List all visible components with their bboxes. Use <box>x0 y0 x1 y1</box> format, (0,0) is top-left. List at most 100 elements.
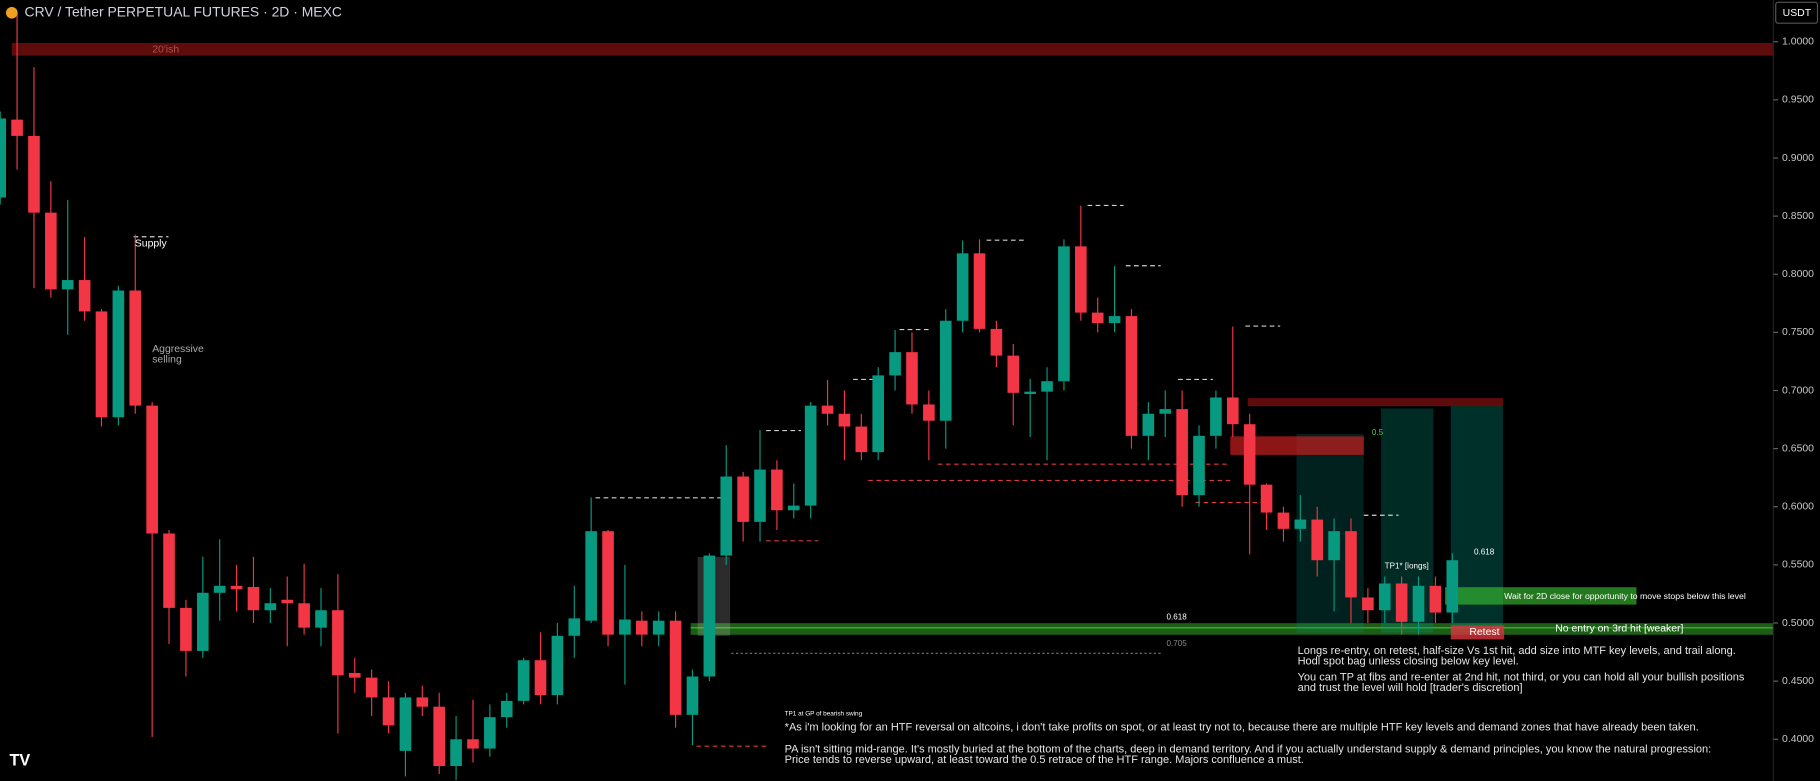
candle-body <box>534 660 547 696</box>
candle-body <box>585 531 597 621</box>
candle-body <box>348 672 361 678</box>
y-tick-label: 0.6000 <box>1782 502 1814 513</box>
currency-button[interactable] <box>1775 1 1819 24</box>
candle-body <box>720 476 733 556</box>
candle-body <box>686 676 699 715</box>
candle-body <box>787 505 800 511</box>
fib-label: 0.618 <box>1474 548 1495 557</box>
candle-body <box>28 135 40 213</box>
candle-body <box>703 555 716 677</box>
candle-body <box>872 375 885 453</box>
candle-body <box>315 610 327 628</box>
chart-title: CRV / Tether PERPETUAL FUTURES · 2D · ME… <box>25 3 342 19</box>
candle-body <box>1378 583 1391 611</box>
resistance-zone <box>1230 436 1364 455</box>
candle-body <box>45 212 57 290</box>
candle-body <box>1142 413 1155 436</box>
candle-body <box>484 717 496 749</box>
y-tick-label: 0.8000 <box>1782 269 1814 280</box>
candle-body <box>1058 246 1070 382</box>
candle-body <box>230 585 243 590</box>
y-tick-label: 0.7000 <box>1782 385 1814 396</box>
y-tick-label: 0.5500 <box>1782 560 1814 571</box>
y-tick-label: 0.6500 <box>1782 443 1814 454</box>
annotation: selling <box>152 355 182 366</box>
annotation: Supply <box>135 238 168 249</box>
candle-body <box>1176 409 1188 496</box>
candle-body <box>939 320 952 421</box>
y-tick-label: 0.9000 <box>1782 153 1814 164</box>
y-tick-label: 0.9500 <box>1782 95 1814 106</box>
candles <box>0 11 1459 780</box>
stop-zone <box>1444 587 1637 605</box>
y-tick-label: 0.4000 <box>1782 734 1814 745</box>
resistance-zone <box>1247 398 1504 407</box>
retest-box <box>1450 625 1505 640</box>
candle-body <box>1226 397 1239 425</box>
candle-body <box>382 697 395 726</box>
annotation: 20'ish <box>152 45 179 56</box>
candle-body <box>973 253 986 329</box>
candle-body <box>129 290 142 406</box>
candle-body <box>804 405 817 506</box>
candle-body <box>95 311 108 418</box>
candle-body <box>450 739 462 767</box>
candle-body <box>332 610 344 676</box>
candle-body <box>61 280 74 290</box>
candle-body <box>213 585 226 593</box>
candle-body <box>500 700 513 718</box>
candle-body <box>247 586 260 611</box>
candle-body <box>1260 484 1273 513</box>
annotation: TP1* [longs] <box>1385 561 1429 570</box>
candle-body <box>163 533 175 608</box>
candle-body <box>1362 597 1374 611</box>
candle-body <box>11 119 23 136</box>
candle-body <box>889 352 901 376</box>
candle-body <box>146 405 158 534</box>
candle-body <box>821 405 834 414</box>
candle-body <box>568 618 581 636</box>
candle-body <box>1294 519 1307 529</box>
candle-body <box>754 469 766 522</box>
candle-body <box>838 413 851 427</box>
candle-body <box>1193 435 1205 496</box>
note: TP1 at GP of bearish swing <box>785 710 863 717</box>
note: Hodl spot bag unless closing below key l… <box>1298 655 1519 667</box>
demand-zone <box>690 623 1774 635</box>
candle-body <box>0 118 6 198</box>
candle-body <box>1446 560 1459 613</box>
candle-body <box>669 620 682 715</box>
y-tick-label: 0.7500 <box>1782 327 1814 338</box>
candle-body <box>1243 424 1256 485</box>
candle-body <box>1277 512 1290 529</box>
candle-body <box>1125 316 1138 436</box>
candle-body <box>467 739 479 749</box>
candle-body <box>652 620 665 635</box>
note: Price tends to reverse upward, at least … <box>785 754 1304 766</box>
candle-body <box>1412 585 1425 622</box>
candle-body <box>264 603 277 611</box>
y-tick-label: 0.4500 <box>1782 676 1814 687</box>
fib-label: 0.705 <box>1166 639 1187 648</box>
candle-body <box>399 697 412 751</box>
candle-body <box>365 677 378 698</box>
note: PA isn't sitting mid-range. It's mostly … <box>785 744 1712 756</box>
currency-label[interactable]: USDT <box>1783 8 1812 19</box>
candle-body <box>1007 355 1020 393</box>
candle-body <box>1395 583 1408 622</box>
candle-body <box>112 290 125 418</box>
y-tick-label: 1.0000 <box>1782 37 1814 48</box>
candle-body <box>517 660 530 701</box>
note: You can TP at fibs and re-enter at 2nd h… <box>1298 672 1745 684</box>
annotation: Wait for 2D close for opportunity to mov… <box>1504 591 1746 601</box>
annotation: No entry on 3rd hit [weaker] <box>1555 624 1683 635</box>
annotation: Aggressive <box>152 344 204 355</box>
annotation: Retest <box>1469 627 1499 638</box>
logo <box>5 6 18 19</box>
candle-body <box>180 607 192 651</box>
fib-label: 0.5 <box>1372 428 1384 437</box>
note: *As i'm looking for an HTF reversal on a… <box>785 722 1699 734</box>
candle-body <box>636 620 648 635</box>
candle-body <box>1210 397 1222 436</box>
